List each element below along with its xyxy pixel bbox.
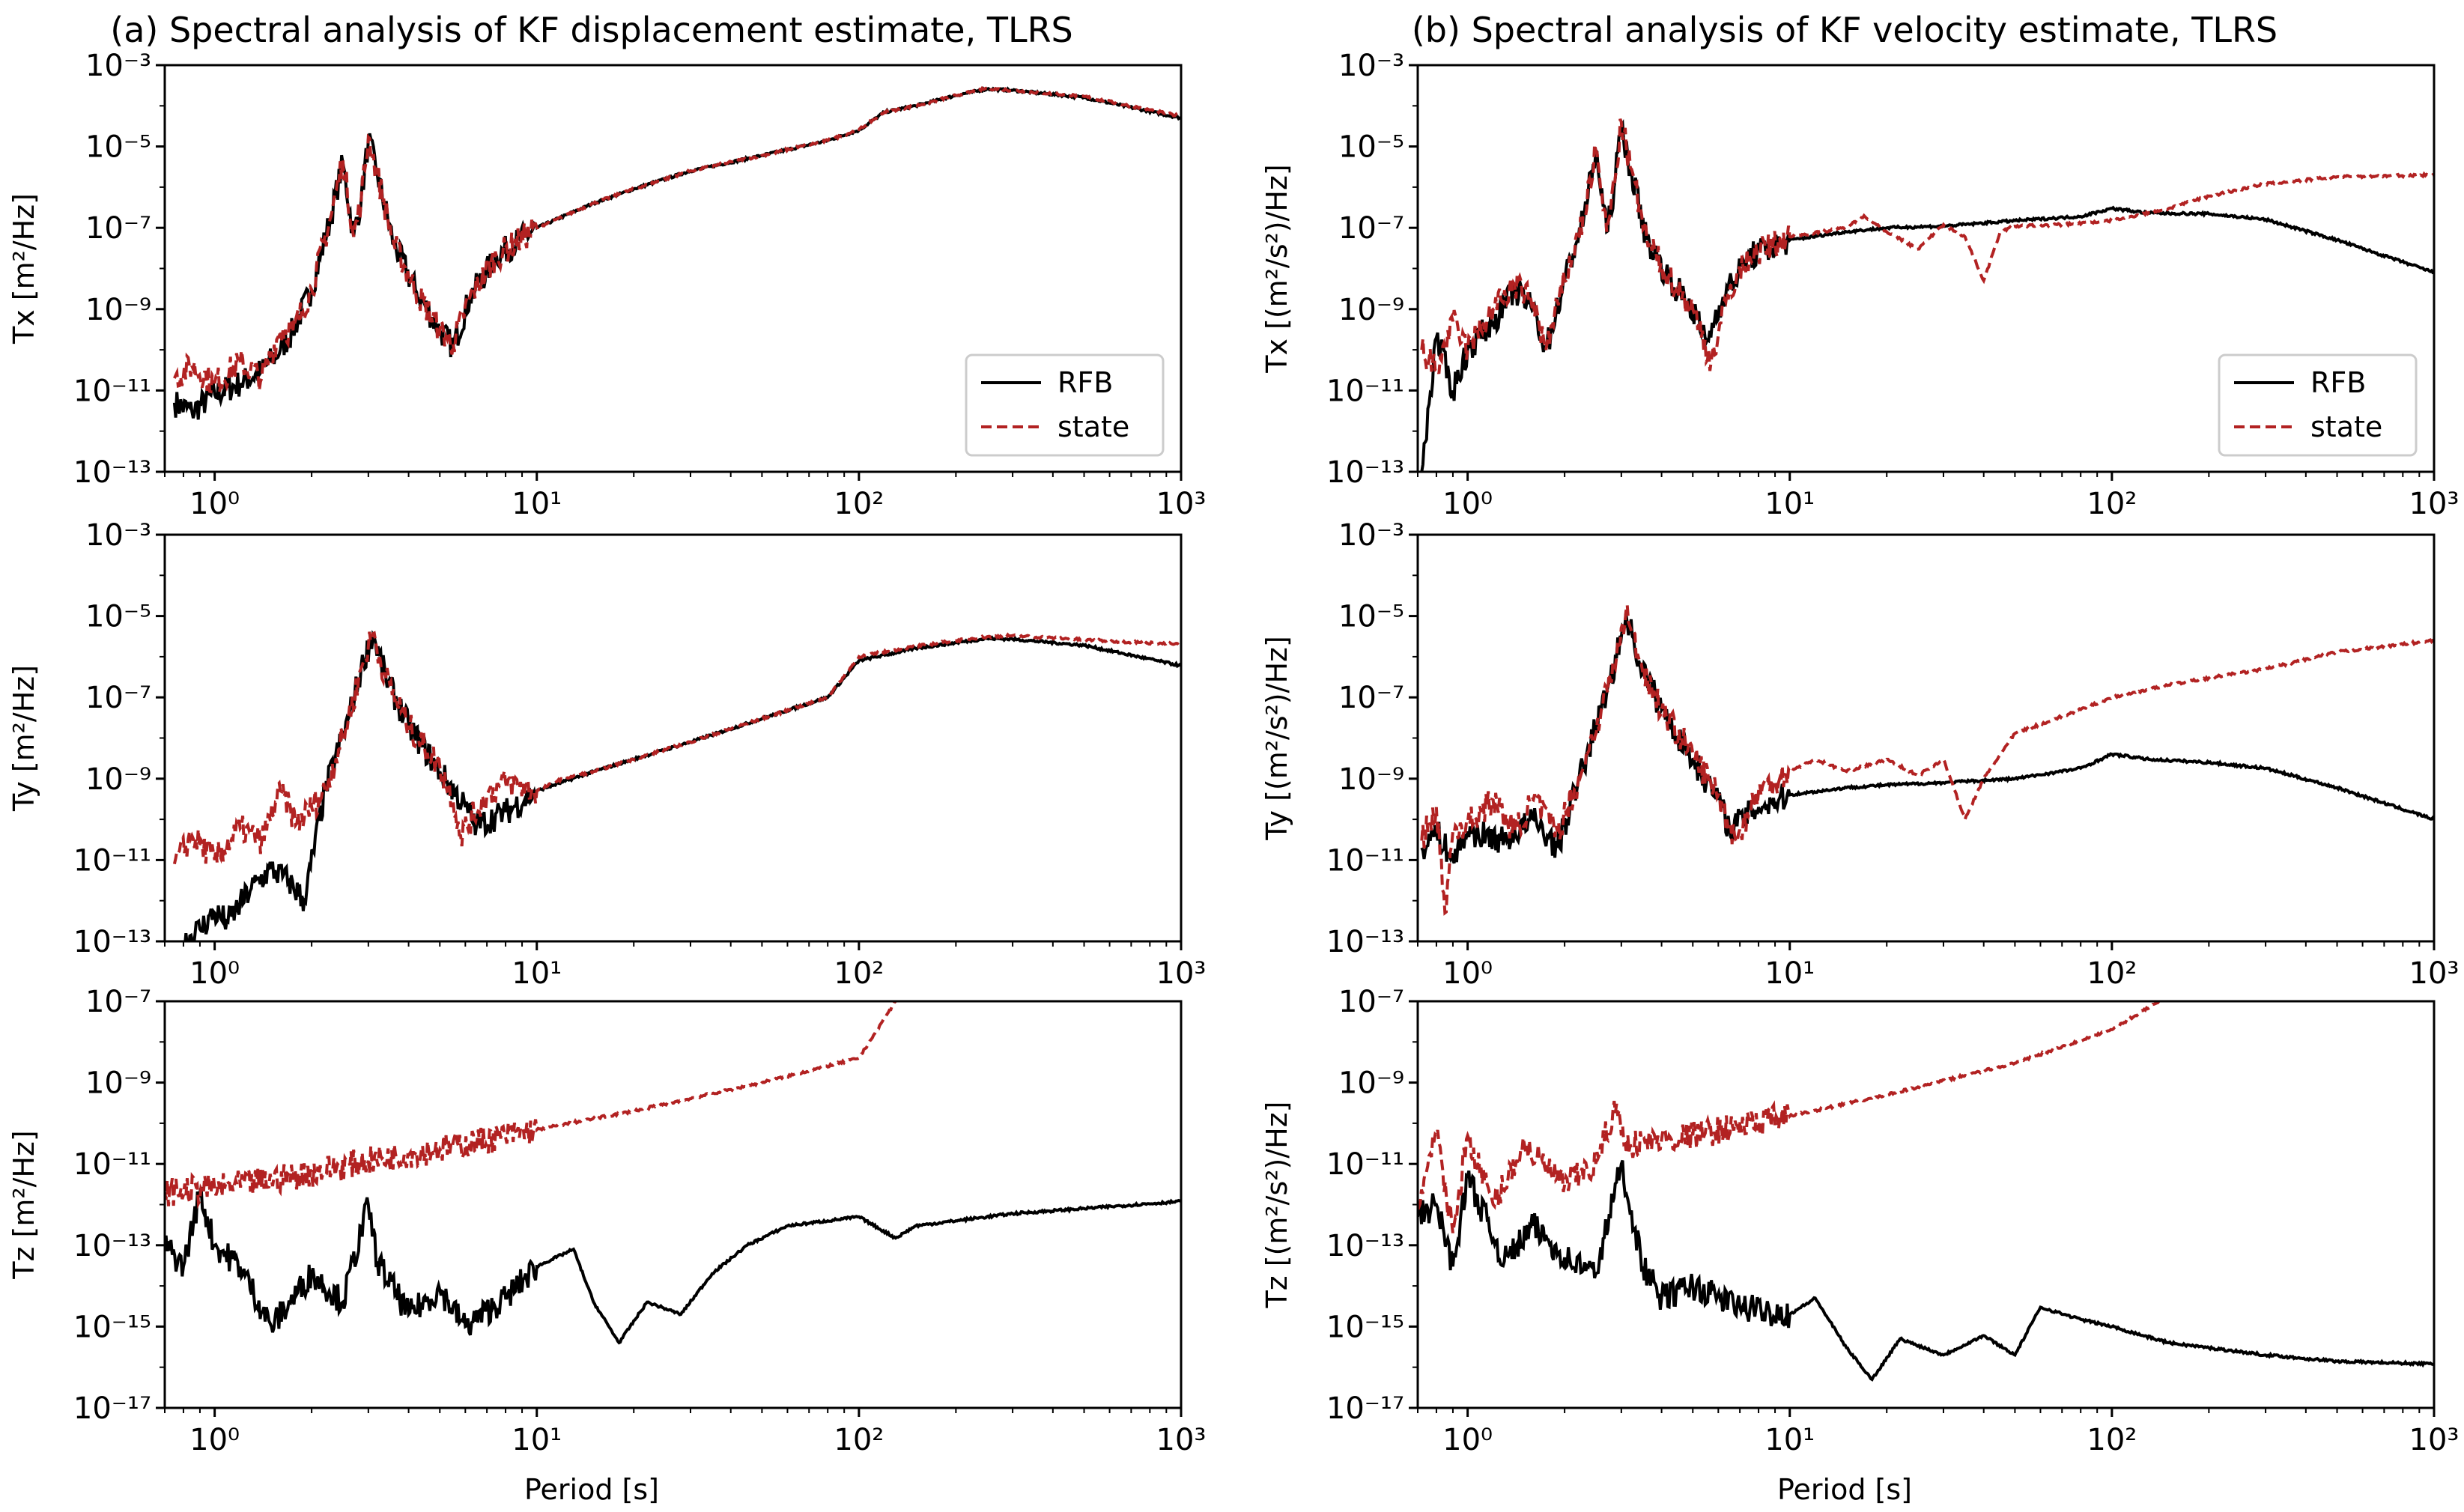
ylabel-a-tx: Tx [m²/Hz]	[7, 193, 40, 344]
xtick-label-a-tx-1: 10¹	[512, 487, 562, 521]
legend-b: RFB state	[2218, 353, 2418, 457]
ytick-label-b-tx-0: 10⁻¹³	[1326, 455, 1404, 490]
xtick-label-a-tx-3: 10³	[1156, 487, 1207, 521]
ytick-label-a-tx-0: 10⁻¹³	[73, 455, 151, 490]
xtick-label-a-ty-2: 10²	[834, 956, 884, 991]
xtick-label-a-tx-0: 10⁰	[189, 487, 240, 521]
ytick-label-a-tx-1: 10⁻¹¹	[73, 374, 151, 408]
ytick-label-a-ty-2: 10⁻⁹	[85, 762, 151, 797]
ytick-label-b-ty-5: 10⁻³	[1338, 518, 1404, 553]
xtick-label-a-tz-0: 10⁰	[189, 1423, 240, 1457]
legend-b-state-label: state	[2310, 410, 2382, 443]
legend-a-frame	[965, 353, 1165, 457]
ytick-label-a-tz-5: 10⁻⁷	[85, 985, 151, 1019]
ytick-label-b-tz-5: 10⁻⁷	[1338, 985, 1404, 1019]
ytick-label-b-tz-4: 10⁻⁹	[1338, 1066, 1404, 1101]
xtick-label-b-tx-3: 10³	[2409, 487, 2460, 521]
ytick-label-a-tx-3: 10⁻⁷	[85, 211, 151, 246]
xtick-label-b-tz-3: 10³	[2409, 1423, 2460, 1457]
legend-a: RFB state	[965, 353, 1165, 457]
title-b: (b) Spectral analysis of KF velocity est…	[1412, 10, 2278, 50]
ytick-label-b-ty-2: 10⁻⁹	[1338, 762, 1404, 797]
panel-a-tx: 10⁰ 10¹ 10² 10³ 10⁻¹³ 10⁻¹¹ 10⁻⁹ 10⁻⁷ 10⁻⁵ 10⁻³ Tx…	[7, 49, 1206, 521]
ytick-label-a-ty-1: 10⁻¹¹	[73, 843, 151, 878]
xtick-label-b-tx-0: 10⁰	[1442, 487, 1493, 521]
ytick-label-a-ty-4: 10⁻⁵	[85, 600, 151, 634]
ylabel-a-ty: Ty [m²/Hz]	[7, 665, 40, 812]
ytick-label-b-tz-1: 10⁻¹⁵	[1326, 1310, 1404, 1344]
ylabel-b-tz: Tz [(m²/s²)/Hz]	[1260, 1102, 1293, 1309]
series-b-tx-state	[1420, 118, 2434, 374]
panel-b-tx: 10⁰ 10¹ 10² 10³ 10⁻¹³ 10⁻¹¹ 10⁻⁹ 10⁻⁷ 10⁻⁵ 10⁻³ Tx…	[1260, 49, 2459, 521]
panel-a-ty: 10⁰ 10¹ 10² 10³ 10⁻¹³ 10⁻¹¹ 10⁻⁹ 10⁻⁷ 10⁻⁵ 10⁻³ Ty…	[7, 518, 1206, 991]
series-b-tx-rfb	[1420, 118, 2434, 472]
xtick-label-b-ty-0: 10⁰	[1442, 956, 1493, 991]
series-a-tx-state	[173, 85, 1181, 394]
xtick-label-b-tx-2: 10²	[2087, 487, 2137, 521]
ytick-label-b-ty-4: 10⁻⁵	[1338, 600, 1404, 634]
ytick-label-b-tz-3: 10⁻¹¹	[1326, 1147, 1404, 1182]
xtick-label-a-ty-1: 10¹	[512, 956, 562, 991]
ylabel-a-tz: Tz [m²/Hz]	[7, 1130, 40, 1279]
xtick-label-b-tx-1: 10¹	[1764, 487, 1815, 521]
ytick-label-b-tx-1: 10⁻¹¹	[1326, 374, 1404, 408]
ytick-label-a-tx-4: 10⁻⁵	[85, 130, 151, 165]
ytick-label-a-ty-3: 10⁻⁷	[85, 681, 151, 715]
legend-a-state-label: state	[1057, 410, 1129, 443]
ytick-label-a-ty-5: 10⁻³	[85, 518, 151, 553]
xtick-label-b-ty-2: 10²	[2087, 956, 2137, 991]
ytick-label-a-tz-3: 10⁻¹¹	[73, 1147, 151, 1182]
xlabel-a: Period [s]	[524, 1473, 659, 1506]
ytick-label-a-tz-4: 10⁻⁹	[85, 1066, 151, 1101]
ytick-label-b-ty-1: 10⁻¹¹	[1326, 843, 1404, 878]
ytick-label-b-ty-3: 10⁻⁷	[1338, 681, 1404, 715]
series-a-ty-state	[172, 631, 1181, 865]
ytick-label-a-tz-2: 10⁻¹³	[73, 1229, 151, 1263]
ytick-label-b-tx-2: 10⁻⁹	[1338, 293, 1404, 327]
ytick-label-b-ty-0: 10⁻¹³	[1326, 925, 1404, 959]
ylabel-b-ty: Ty [(m²/s²)/Hz]	[1260, 636, 1293, 841]
title-a: (a) Spectral analysis of KF displacement…	[110, 10, 1072, 50]
xtick-label-a-tz-2: 10²	[834, 1423, 884, 1457]
ytick-label-b-tz-2: 10⁻¹³	[1326, 1229, 1404, 1263]
legend-b-frame	[2218, 353, 2418, 457]
xtick-label-a-tz-3: 10³	[1156, 1423, 1207, 1457]
panel-a-tz: 10⁰ 10¹ 10² 10³ 10⁻¹⁷ 10⁻¹⁵ 10⁻¹³ 10⁻¹¹ 10⁻⁹ 10⁻⁷…	[7, 985, 1206, 1457]
ytick-label-b-tx-3: 10⁻⁷	[1338, 211, 1404, 246]
ylabel-b-tx: Tx [(m²/s²)/Hz]	[1260, 164, 1293, 374]
ytick-label-a-tz-0: 10⁻¹⁷	[73, 1391, 151, 1426]
ytick-label-b-tz-0: 10⁻¹⁷	[1326, 1391, 1404, 1426]
series-b-ty-rfb	[1420, 613, 2434, 864]
ytick-label-b-tx-5: 10⁻³	[1338, 49, 1404, 83]
ytick-label-a-tx-5: 10⁻³	[85, 49, 151, 83]
xlabel-b: Period [s]	[1777, 1473, 1912, 1506]
xtick-label-a-ty-3: 10³	[1156, 956, 1207, 991]
ytick-label-a-tx-2: 10⁻⁹	[85, 293, 151, 327]
series-b-tz-state	[1418, 1001, 2161, 1233]
panel-b-tz: 10⁰ 10¹ 10² 10³ 10⁻¹⁷ 10⁻¹⁵ 10⁻¹³ 10⁻¹¹ 10⁻⁹ 10⁻⁷…	[1260, 985, 2459, 1457]
xtick-label-b-tz-1: 10¹	[1764, 1423, 1815, 1457]
series-b-tz-rfb	[1418, 1159, 2434, 1382]
panel-b-ty: 10⁰ 10¹ 10² 10³ 10⁻¹³ 10⁻¹¹ 10⁻⁹ 10⁻⁷ 10⁻⁵ 10⁻³ Ty…	[1260, 518, 2459, 991]
xtick-label-b-ty-3: 10³	[2409, 956, 2460, 991]
series-a-tz-state	[165, 1001, 897, 1209]
series-a-ty-rfb	[183, 630, 1181, 941]
axes-frame-b-ty	[1416, 533, 2436, 943]
legend-b-rfb-label: RFB	[2310, 366, 2366, 399]
xtick-label-b-tz-2: 10²	[2087, 1423, 2137, 1457]
ytick-label-b-tx-4: 10⁻⁵	[1338, 130, 1404, 165]
xtick-label-b-tz-0: 10⁰	[1442, 1423, 1493, 1457]
axes-frame-a-ty	[163, 533, 1183, 943]
xtick-label-b-ty-1: 10¹	[1764, 956, 1815, 991]
legend-a-rfb-label: RFB	[1057, 366, 1113, 399]
xtick-label-a-ty-0: 10⁰	[189, 956, 240, 991]
ytick-label-a-tz-1: 10⁻¹⁵	[73, 1310, 151, 1344]
series-a-tz-rfb	[165, 1186, 1181, 1345]
xtick-label-a-tx-2: 10²	[834, 487, 884, 521]
series-b-ty-state	[1420, 604, 2434, 916]
axes-frame-a-tz	[163, 1000, 1183, 1409]
ytick-label-a-ty-0: 10⁻¹³	[73, 925, 151, 959]
xtick-label-a-tz-1: 10¹	[512, 1423, 562, 1457]
